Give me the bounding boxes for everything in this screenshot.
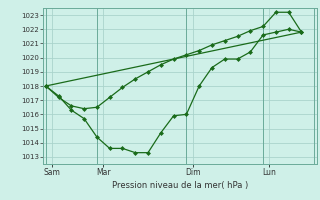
X-axis label: Pression niveau de la mer( hPa ): Pression niveau de la mer( hPa ) [112, 181, 248, 190]
